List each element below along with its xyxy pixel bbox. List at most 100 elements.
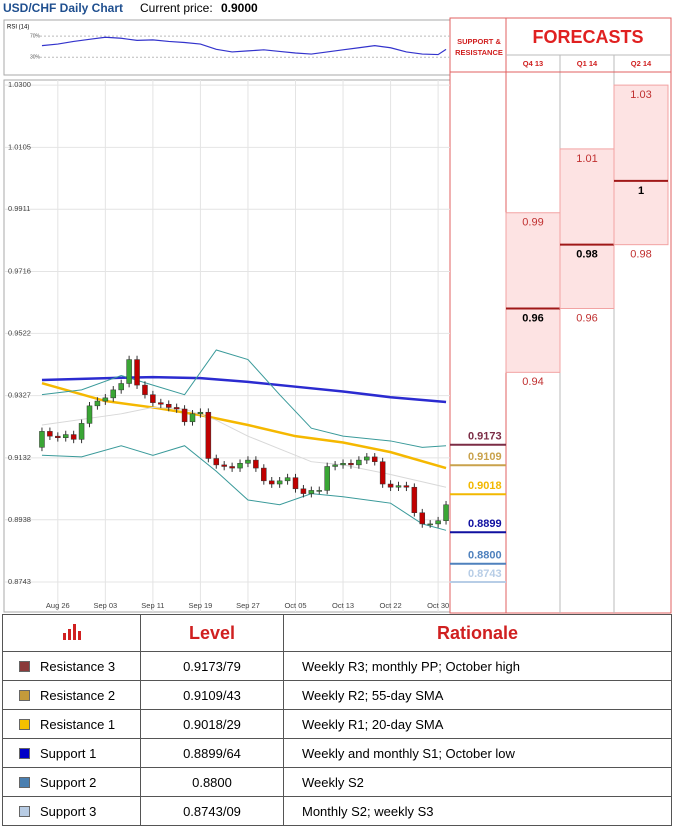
x-tick-label: Sep 27 [236,601,260,610]
candle-body [300,488,307,494]
level-label: 0.8800 [468,550,502,562]
forecast-label: 0.96 [576,312,597,324]
candle-body [276,480,283,485]
rsi-frame [3,19,451,76]
x-tick-label: Oct 13 [332,601,354,610]
level-name: Support 3 [40,803,97,819]
icon [62,623,81,640]
table-row: Support 3 0.8743/09 Monthly S2; weekly S3 [2,796,672,826]
forecast-range [613,84,669,246]
candle-body [150,394,156,403]
candle-body [118,383,124,391]
candle-body [261,467,267,482]
candle-body [443,504,449,521]
candle-body [173,407,180,410]
overlay-line [41,381,447,470]
forecast-column: Q2 14 [631,59,652,68]
candle-body [62,434,69,439]
level-label: 0.8899 [468,518,502,530]
candle-body [340,463,346,466]
rationale-cell: Weekly R3; monthly PP; October high [283,651,672,681]
candle-body [158,402,164,405]
candle-body [435,520,441,525]
table-row: Support 1 0.8899/64 Weekly and monthly S1;… [2,738,672,768]
level-cell: 0.9018/29 [140,709,284,739]
table: Level Rationale Resistance 3 0.9173/79 Wee… [2,614,672,826]
table-row: Resistance 1 0.9018/29 Weekly R1; 20-day S… [2,709,672,739]
levels-title: SUPPORT & RESISTANCE [455,37,503,57]
forecast-label: 1 [638,185,644,197]
candle-body [284,477,291,482]
table-row: Resistance 3 0.9173/79 Weekly R3; monthly … [2,651,672,681]
y-tick-label: 0.8743 [8,577,31,586]
overlay-line [41,375,447,404]
level-name: Support 2 [40,774,97,790]
chart: USD/CHF Daily Chart Current price: 0.900… [3,1,672,614]
candle-body [245,459,251,464]
x-tick-label: Oct 05 [284,601,306,610]
forecast-label: 0.99 [522,217,543,229]
forecast-label: 1.03 [630,89,651,101]
x-tick-label: Aug 26 [46,601,70,610]
candle-body [102,397,109,402]
name-cell: Resistance 3 [2,651,141,681]
rationale-cell: Weekly S2 [283,767,672,797]
candle-body [55,435,61,439]
forecast-label: 0.98 [630,249,651,261]
candle-body [308,490,315,494]
header-cell: Level [140,614,284,652]
table-row: Support 2 0.8800 Weekly S2 [2,767,672,797]
rationale-cell: Weekly R2; 55-day SMA [283,680,672,710]
level-name: Resistance 3 [40,658,116,674]
candle-body [205,411,212,459]
name-cell: Support 3 [2,796,141,826]
forecasts-title: FORECASTS [532,27,643,47]
level-cell: 0.8800 [140,767,284,797]
forecast-column: Q1 14 [577,59,598,68]
level-label: 0.9109 [468,451,502,463]
candle-body [221,464,227,467]
name-cell: Resistance 1 [2,709,141,739]
color-swatch [19,776,30,788]
candle-body [379,461,386,485]
candle-body [411,486,418,513]
rsi-title: RSI (14) [7,25,29,31]
x-tick-label: Oct 22 [380,601,402,610]
chart-title: USD/CHF Daily Chart [3,1,123,15]
candle-body [395,485,402,488]
candle-body [348,463,354,466]
candle-body [332,464,338,467]
rationale-cell: Monthly S2; weekly S3 [283,796,672,826]
price-label: Current price: [140,1,213,15]
table-row: Resistance 2 0.9109/43 Weekly R2; 55-day S… [2,680,672,710]
candle-body [94,400,101,407]
candle-body [364,456,370,461]
level-cell: 0.9173/79 [140,651,284,681]
candle-body [229,466,235,469]
y-tick-label: 1.0300 [8,80,31,89]
level-name: Support 1 [40,745,97,761]
color-swatch [19,718,30,730]
y-tick-label: 0.9132 [8,453,31,462]
candle-body [253,459,259,469]
name-cell: Support 1 [2,738,141,768]
level-cell: 0.8743/09 [140,796,284,826]
candle-body [39,431,45,448]
overlay-line [41,406,447,488]
candle-body [356,459,362,466]
plot-frame [3,79,451,613]
level-cell: 0.8899/64 [140,738,284,768]
color-swatch [19,660,30,672]
table-header: Level Rationale [2,614,672,652]
name-cell: Resistance 2 [2,680,141,710]
level-cell: 0.9109/43 [140,680,284,710]
candle-body [70,434,77,440]
forecast-label: 0.98 [576,249,597,261]
candle-body [126,359,132,384]
candle-body [78,423,85,440]
y-tick-label: 1.0105 [8,142,31,151]
icon-cell [2,614,141,652]
rationale-cell: Weekly and monthly S1; October low [283,738,672,768]
candle-body [134,359,140,386]
